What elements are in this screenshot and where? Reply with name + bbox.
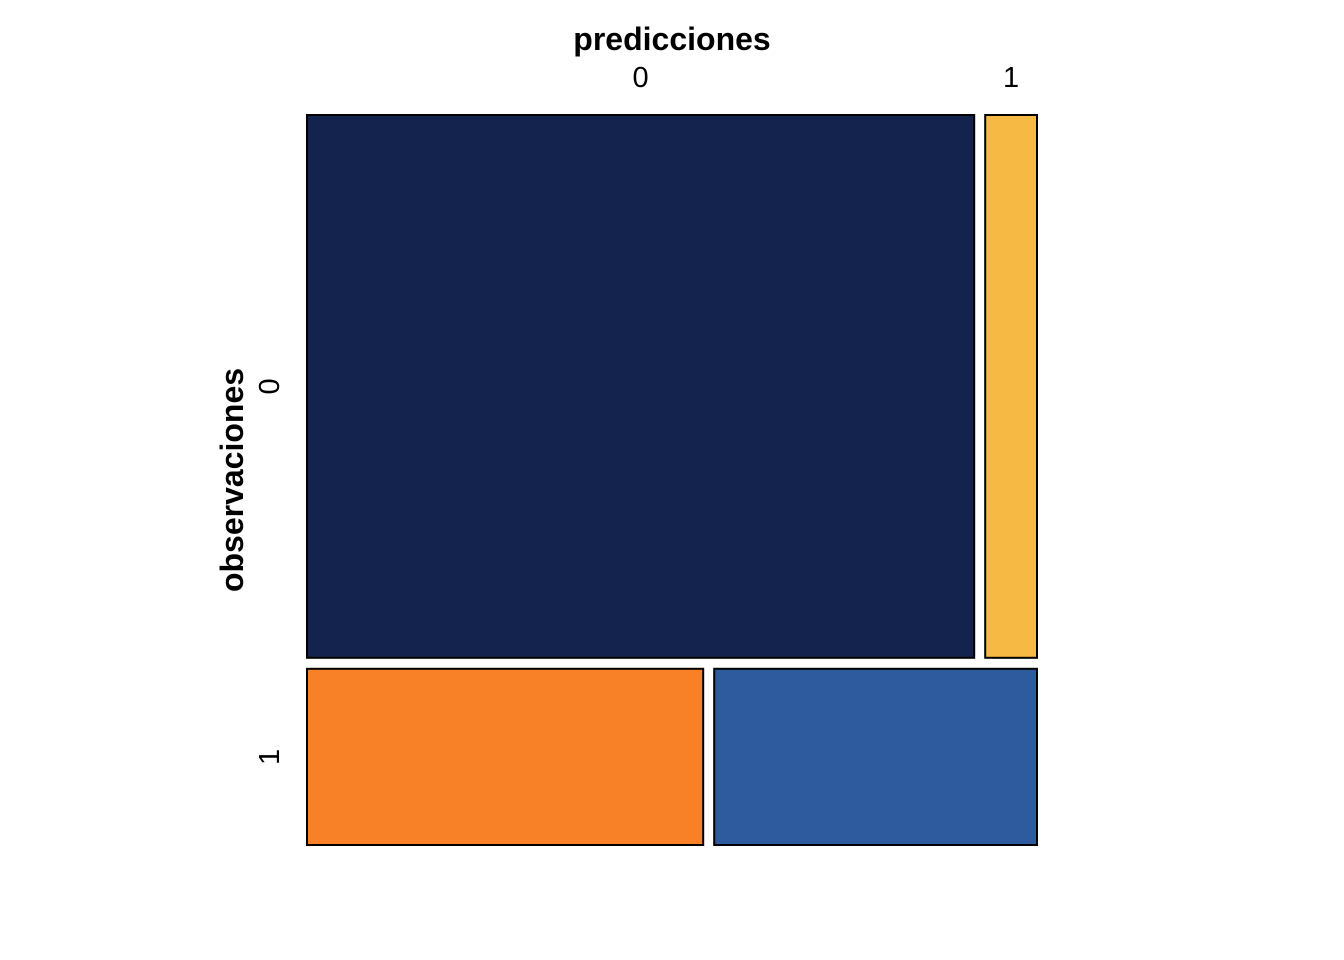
tick-labels: 0 1 0 1 xyxy=(254,62,1019,765)
y-tick-label: 1 xyxy=(254,749,286,765)
mosaic-tiles xyxy=(306,114,1039,846)
x-tick-label: 1 xyxy=(1003,62,1019,94)
tile-obs-0-pred-1 xyxy=(984,114,1039,659)
x-axis-title: predicciones xyxy=(573,21,770,57)
tile-obs-1-pred-1 xyxy=(713,667,1038,846)
y-axis-title: observaciones xyxy=(214,368,250,592)
y-tick-label: 0 xyxy=(254,378,286,394)
tile-obs-0-pred-0 xyxy=(306,114,976,659)
x-tick-label: 0 xyxy=(633,62,649,94)
tile-obs-1-pred-0 xyxy=(306,667,705,846)
